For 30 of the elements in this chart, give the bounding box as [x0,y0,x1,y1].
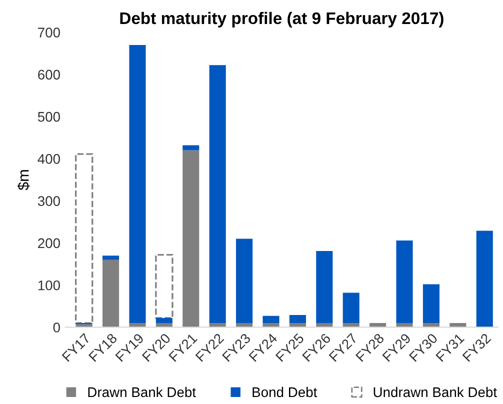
bar [236,238,253,324]
legend-label: Drawn Bank Debt [88,386,196,398]
legend-label: Bond Debt [252,386,318,398]
y-tick-label: 300 [38,196,60,206]
bar [182,145,200,150]
bar [209,65,226,324]
bar [316,250,333,324]
bar [396,240,413,324]
chart-title: Debt maturity profile (at 9 February 2017) [120,12,444,28]
bar [102,260,120,328]
bar [102,256,120,260]
y-tick-label: 700 [38,28,60,38]
bar [342,292,360,324]
bar [289,315,306,324]
y-tick-label: 500 [38,112,60,122]
bar [156,318,172,324]
bar [155,254,174,319]
y-tick-label: 100 [38,280,60,290]
bar [129,44,146,324]
y-tick-label: 200 [38,238,60,248]
bar [262,316,280,324]
bar [476,230,493,328]
bar [74,153,94,324]
bar [182,150,200,328]
y-axis-title: $m [17,170,30,190]
y-tick-label: 600 [38,70,60,80]
y-tick-label: 0 [53,322,60,332]
legend-label: Undrawn Bank Debt [374,386,497,398]
y-tick-label: 400 [38,154,60,164]
bar [422,284,440,324]
